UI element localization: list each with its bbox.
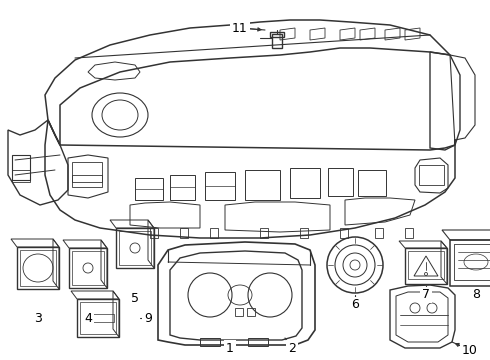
Bar — [290, 168, 320, 198]
Bar — [245, 170, 280, 200]
Bar — [272, 34, 282, 48]
Bar — [235, 308, 243, 316]
Bar — [408, 251, 444, 279]
Text: 4: 4 — [84, 311, 92, 324]
Bar — [247, 308, 255, 316]
Bar — [17, 247, 59, 289]
Bar — [328, 168, 353, 196]
Text: 5: 5 — [131, 292, 139, 305]
Bar — [419, 165, 444, 185]
Bar — [12, 155, 30, 180]
Bar — [77, 299, 119, 337]
Bar — [358, 170, 386, 196]
Bar — [20, 250, 56, 286]
Bar — [200, 338, 220, 346]
Text: 6: 6 — [351, 298, 359, 311]
Bar — [69, 248, 107, 288]
Bar — [72, 175, 102, 187]
Bar — [248, 338, 268, 346]
Bar — [116, 228, 154, 268]
Text: 8: 8 — [472, 288, 480, 302]
Bar — [72, 251, 104, 285]
Text: 2: 2 — [288, 342, 296, 355]
Text: 10: 10 — [462, 343, 478, 356]
Bar — [82, 314, 114, 322]
Bar — [80, 302, 116, 334]
Bar — [72, 162, 102, 182]
Text: 1: 1 — [226, 342, 234, 355]
Text: 3: 3 — [34, 311, 42, 324]
Bar — [135, 178, 163, 200]
Bar — [205, 172, 235, 200]
Bar — [450, 240, 490, 286]
Bar — [170, 175, 195, 200]
Text: 9: 9 — [144, 311, 152, 324]
Bar — [405, 248, 447, 284]
Text: 11: 11 — [232, 22, 248, 35]
Text: 7: 7 — [422, 288, 430, 302]
Bar — [454, 244, 490, 280]
Bar — [119, 231, 151, 265]
Bar — [12, 170, 30, 182]
Bar — [270, 32, 284, 37]
